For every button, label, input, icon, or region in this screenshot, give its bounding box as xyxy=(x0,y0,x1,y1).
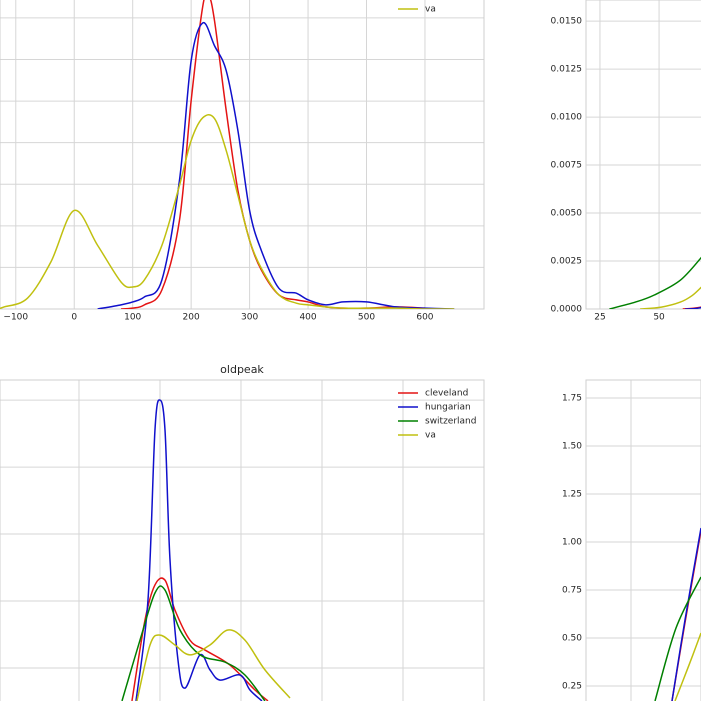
axes-frame xyxy=(585,379,701,701)
density-curve xyxy=(674,632,701,701)
density-curve xyxy=(654,576,701,701)
y-tick-label: 1.25 xyxy=(562,490,582,500)
x-tick-label: 300 xyxy=(241,313,258,323)
x-tick-label: 50 xyxy=(653,313,665,323)
x-tick-label: 600 xyxy=(416,313,433,323)
x-tick-label: 100 xyxy=(124,313,141,323)
y-tick-label: 1.00 xyxy=(562,538,582,548)
x-tick-label: 25 xyxy=(594,313,605,323)
y-tick-label: 0.0025 xyxy=(551,257,583,267)
y-tick-label: 0.0100 xyxy=(551,113,583,123)
legend-label: va xyxy=(425,5,436,15)
legend-label: hungarian xyxy=(425,403,471,413)
x-tick-label: 500 xyxy=(358,313,375,323)
legend-label: switzerland xyxy=(425,417,476,427)
density-curve xyxy=(640,286,701,309)
y-tick-label: 0.0000 xyxy=(551,305,583,315)
panel: 25 50 0.0000 0.0025 0.0050 0.0075 0.0100 0.0125… xyxy=(551,0,701,323)
legend-label: cleveland xyxy=(425,389,468,399)
density-curve xyxy=(121,585,266,701)
axes-frame xyxy=(0,0,485,310)
axes-frame xyxy=(585,0,701,310)
y-tick-label: 0.50 xyxy=(562,634,582,644)
density-curve xyxy=(136,629,291,701)
panel: −100010020030040050060000.0010.0020.0030… xyxy=(0,0,485,323)
axes-frame xyxy=(0,379,485,701)
density-curve xyxy=(0,113,455,309)
legend-label: hungarian xyxy=(425,0,471,1)
y-tick-label: 0.25 xyxy=(562,682,582,692)
y-tick-label: 0.0075 xyxy=(551,161,583,171)
y-tick-label: 0.0150 xyxy=(551,17,583,27)
x-tick-label: 200 xyxy=(183,313,200,323)
density-curve xyxy=(609,256,701,309)
density-curve xyxy=(97,22,455,309)
y-tick-label: 1.75 xyxy=(562,394,582,404)
y-tick-label: 0.0125 xyxy=(551,65,583,75)
y-tick-label: 1.50 xyxy=(562,442,582,452)
y-tick-label: 0.0050 xyxy=(551,209,583,219)
legend-label: va xyxy=(425,431,436,441)
y-tick-label: 0.75 xyxy=(562,586,582,596)
x-tick-label: −100 xyxy=(3,313,28,323)
density-curve xyxy=(685,306,701,309)
density-curve xyxy=(135,399,263,701)
chart-title: oldpeak xyxy=(220,363,264,376)
panel: 00.000.250.500.751.001.251.501.75 xyxy=(562,379,701,701)
density-curve xyxy=(671,527,701,701)
x-tick-label: 400 xyxy=(299,313,316,323)
panel: -10123400.250.50.7511.25oldpeakcleveland… xyxy=(0,363,485,701)
x-tick-label: 0 xyxy=(71,313,77,323)
